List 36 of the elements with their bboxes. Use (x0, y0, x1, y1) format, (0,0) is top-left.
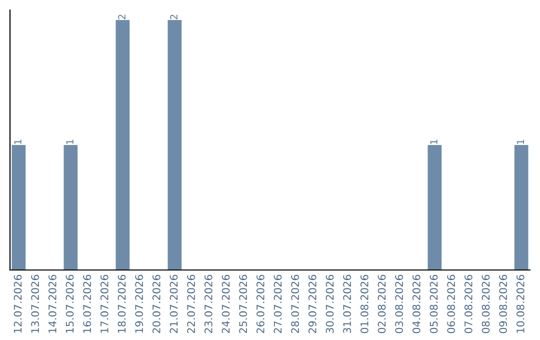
x-tick-label: 28.07.2026 (291, 274, 300, 334)
data-label: 2 (118, 14, 126, 20)
x-tick-label: 07.08.2026 (464, 274, 472, 334)
x-tick-label: 26.07.2026 (256, 274, 264, 334)
x-tick-label: 06.08.2026 (447, 274, 456, 334)
x-tick-label: 14.07.2026 (48, 274, 56, 333)
x-tick-label: 17.07.2026 (100, 274, 108, 333)
x-tick-label: 18.07.2026 (118, 274, 126, 333)
x-tick-label: 30.07.2026 (326, 274, 334, 334)
x-tick-label: 12.07.2026 (14, 274, 22, 333)
x-tick-label: 20.07.2026 (152, 274, 160, 334)
x-tick-label: 15.07.2026 (66, 274, 74, 333)
x-tick-label: 05.08.2026 (430, 274, 438, 334)
x-tick-label: 08.08.2026 (482, 274, 490, 334)
x-tick-label: 24.07.2026 (222, 274, 230, 334)
x-tick-label: 22.07.2026 (187, 274, 196, 334)
x-tick-label: 21.07.2026 (170, 274, 178, 334)
data-label: 1 (430, 140, 438, 144)
x-tick-label: 25.07.2026 (239, 274, 248, 334)
x-tick-label: 13.07.2026 (31, 274, 40, 333)
x-tick-label: 09.08.2026 (499, 274, 508, 334)
data-label: 1 (14, 140, 22, 144)
x-tick-label: 04.08.2026 (412, 274, 420, 334)
x-tick-label: 19.07.2026 (135, 274, 144, 333)
x-tick-label: 31.07.2026 (343, 274, 352, 334)
data-label: 1 (516, 140, 524, 144)
x-tick-label: 02.08.2026 (378, 274, 386, 334)
data-label: 1 (66, 140, 74, 144)
x-tick-label: 01.08.2026 (360, 274, 368, 334)
x-tick-label: 27.07.2026 (274, 274, 282, 334)
x-tick-label: 16.07.2026 (83, 274, 92, 333)
data-label: 2 (170, 14, 178, 20)
x-tick-label: 23.07.2026 (204, 274, 212, 334)
x-tick-label: 29.07.2026 (308, 274, 316, 334)
x-tick-label: 03.08.2026 (395, 274, 404, 334)
x-tick-label: 10.08.2026 (516, 274, 524, 333)
